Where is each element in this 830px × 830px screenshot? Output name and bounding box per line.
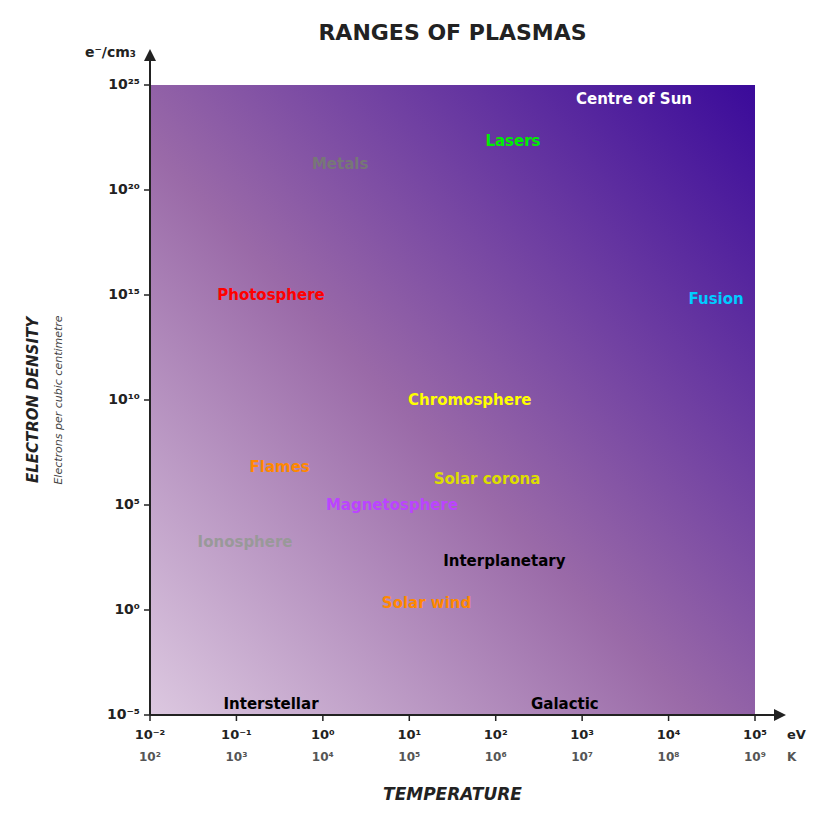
region-label: Interstellar <box>223 695 319 713</box>
y-axis <box>149 55 151 715</box>
y-tick <box>144 714 150 716</box>
x-tick <box>409 715 411 721</box>
y-tick-label: 10⁰ <box>114 601 140 617</box>
x-tick <box>668 715 670 721</box>
x2-tick-label: 10³ <box>225 750 247 764</box>
x-unit: eV <box>787 727 806 742</box>
x2-tick-label: 10⁹ <box>744 750 766 764</box>
region-label: Chromosphere <box>408 391 531 409</box>
y-tick <box>144 504 150 506</box>
x-axis-label: TEMPERATURE <box>383 784 522 804</box>
chart: RANGES OF PLASMAS 10⁻⁵ 10⁰ 10⁵ 10¹⁰ 10¹⁵ 10²⁰ 1… <box>0 0 830 830</box>
plot-background <box>150 85 755 715</box>
x-tick-label: 10⁵ <box>743 727 767 742</box>
y-axis-sublabel: Electrons per cubic centimetre <box>52 315 65 484</box>
labels-group: Centre of Sun Lasers Metals Photosphere Fusi… <box>198 90 744 713</box>
x2-tick-label: 10⁶ <box>485 750 507 764</box>
region-label: Fusion <box>688 290 743 308</box>
region-label: Photosphere <box>217 286 325 304</box>
x-tick-label: 10⁻¹ <box>221 727 252 742</box>
x-tick <box>495 715 497 721</box>
x-tick-label: 10⁻² <box>135 727 166 742</box>
region-label: Lasers <box>485 132 540 150</box>
region-label: Magnetosphere <box>326 496 458 514</box>
x-tick-label: 10⁰ <box>311 727 335 742</box>
y-tick-label: 10¹⁰ <box>108 391 140 407</box>
y-tick <box>144 609 150 611</box>
y-tick-label: 10²⁵ <box>108 76 140 92</box>
region-label: Solar corona <box>434 470 541 488</box>
x-tick <box>754 715 756 721</box>
y-tick <box>144 399 150 401</box>
x2-tick-label: 10⁵ <box>398 750 420 764</box>
y-unit: e⁻/cm₃ <box>85 44 136 60</box>
x2-tick-label: 10⁸ <box>658 750 680 764</box>
x-tick-label: 10² <box>484 727 508 742</box>
title: RANGES OF PLASMAS <box>318 20 586 45</box>
x-tick-label: 10¹ <box>397 727 421 742</box>
region-label: Centre of Sun <box>576 90 692 108</box>
region-label: Metals <box>312 155 369 173</box>
x-tick-label: 10³ <box>570 727 594 742</box>
x-tick <box>581 715 583 721</box>
x-tick-label: 10⁴ <box>657 727 681 742</box>
y-tick <box>144 294 150 296</box>
region-label: Interplanetary <box>443 552 566 570</box>
x2-unit: K <box>787 750 797 764</box>
y-axis-label: ELECTRON DENSITY <box>24 315 42 483</box>
region-label: Galactic <box>531 695 599 713</box>
x-tick <box>322 715 324 721</box>
y-tick-label: 10⁵ <box>114 496 140 512</box>
x2-tick-label: 10² <box>139 750 161 764</box>
y-tick-label: 10⁻⁵ <box>107 706 140 722</box>
x2-tick-label: 10⁷ <box>571 750 593 764</box>
y-tick <box>144 84 150 86</box>
y-tick-label: 10¹⁵ <box>108 286 140 302</box>
y-tick-label: 10²⁰ <box>108 181 140 197</box>
x2-tick-label: 10⁴ <box>312 750 334 764</box>
region-label: Flames <box>250 458 310 476</box>
x-tick <box>149 715 151 721</box>
x-axis <box>150 714 780 716</box>
region-label: Solar wind <box>382 594 471 612</box>
y-tick <box>144 189 150 191</box>
region-label: Ionosphere <box>198 533 293 551</box>
x-tick <box>236 715 238 721</box>
